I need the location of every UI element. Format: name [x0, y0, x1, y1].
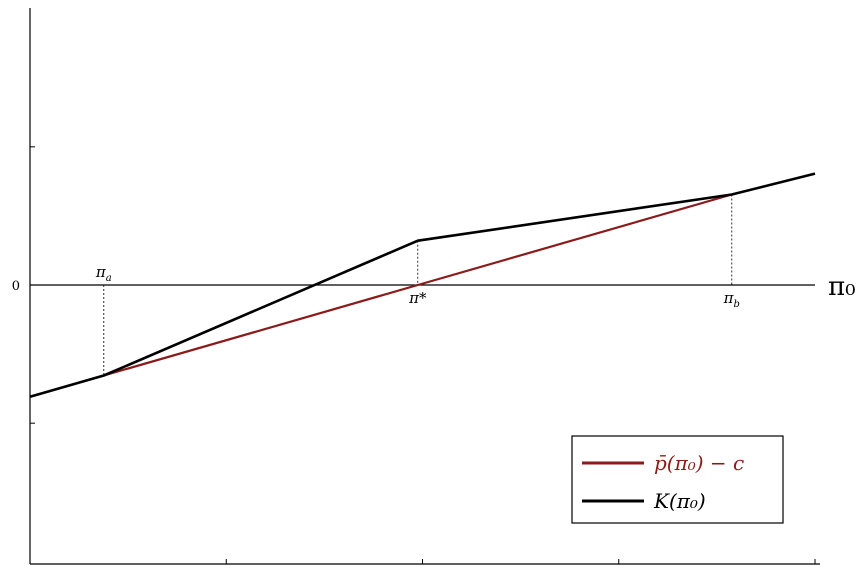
- annotation-label: πa: [95, 263, 112, 284]
- legend-label: p̄(π₀) − c: [654, 451, 744, 475]
- legend: p̄(π₀) − c K(π₀): [571, 435, 784, 524]
- series-line: [103, 193, 733, 377]
- legend-label: K(π₀): [653, 489, 706, 513]
- annotation-label-base: π: [95, 263, 107, 281]
- legend-box: [571, 435, 784, 524]
- annotation-label: πb: [723, 289, 740, 310]
- annotation-label-subscript: a: [106, 273, 112, 284]
- annotation-label-base: π: [723, 289, 735, 307]
- annotation-label: π*: [408, 289, 427, 307]
- y-tick-label: 0: [12, 279, 20, 294]
- axes-group: [29, 8, 820, 565]
- guide-lines-group: [103, 194, 733, 376]
- annotation-label-subscript: b: [734, 299, 740, 310]
- series-line: [29, 172, 816, 398]
- series-group: [29, 172, 816, 398]
- x-axis-label: π₀: [828, 272, 856, 302]
